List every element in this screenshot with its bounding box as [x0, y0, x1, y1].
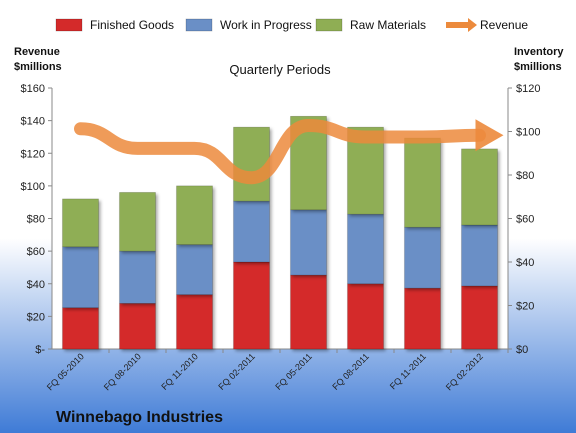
bar-raw-materials: [119, 192, 156, 252]
chart-subtitle: Quarterly Periods: [229, 62, 331, 77]
right-tick-label: $40: [516, 257, 534, 269]
bar-work-in-progress: [62, 246, 99, 308]
bar-raw-materials: [176, 185, 213, 245]
right-axis-title-line1: Inventory: [514, 46, 564, 58]
bar-work-in-progress: [290, 209, 327, 276]
legend-swatch: [55, 18, 83, 32]
bar-finished-goods: [233, 261, 270, 350]
left-tick-label: $140: [21, 116, 45, 128]
left-tick-label: $-: [35, 344, 45, 356]
bar-work-in-progress: [233, 200, 270, 263]
right-tick-label: $80: [516, 170, 534, 182]
company-name: Winnebago Industries: [56, 409, 223, 426]
plot-area: $- $20 $40 $60 $80 $100 $120 $140 $160 $0 $20 $40 $6…: [21, 83, 541, 392]
bar-finished-goods: [461, 285, 498, 350]
bar-finished-goods: [290, 274, 327, 350]
right-tick-label: $120: [516, 83, 540, 95]
right-tick-label: $0: [516, 344, 528, 356]
legend: Finished Goods Work in Progress Raw Materi…: [55, 18, 528, 32]
bar-finished-goods: [119, 303, 156, 350]
bar-work-in-progress: [404, 226, 441, 289]
bar-finished-goods: [176, 294, 213, 350]
bar-finished-goods: [404, 287, 441, 350]
legend-swatch: [185, 18, 213, 32]
legend-label: Raw Materials: [350, 18, 426, 32]
bar-work-in-progress: [347, 213, 384, 285]
right-tick-label: $100: [516, 127, 540, 139]
bar-raw-materials: [404, 137, 441, 228]
bar-work-in-progress: [176, 244, 213, 295]
right-tick-label: $60: [516, 214, 534, 226]
right-tick-label: $20: [516, 301, 534, 313]
bar-raw-materials: [461, 148, 498, 226]
left-tick-label: $80: [27, 214, 45, 226]
left-tick-label: $20: [27, 311, 45, 323]
left-tick-label: $40: [27, 279, 45, 291]
left-axis-title-line1: Revenue: [14, 46, 60, 58]
bar-work-in-progress: [119, 250, 156, 304]
left-tick-label: $160: [21, 83, 45, 95]
legend-label: Finished Goods: [90, 18, 174, 32]
legend-label: Revenue: [480, 18, 528, 32]
legend-arrow: [468, 18, 477, 32]
right-axis-title-line2: $millions: [514, 61, 562, 73]
bar-raw-materials: [62, 198, 99, 248]
bar-finished-goods: [62, 307, 99, 350]
revenue-arrowhead: [475, 119, 504, 152]
revenue-line: [74, 119, 486, 185]
left-tick-label: $100: [21, 181, 45, 193]
bar-work-in-progress: [461, 224, 498, 287]
left-tick-label: $60: [27, 246, 45, 258]
left-axis-title-line2: $millions: [14, 61, 62, 73]
legend-label: Work in Progress: [220, 18, 312, 32]
bar-finished-goods: [347, 283, 384, 350]
legend-swatch: [315, 18, 343, 32]
bar-raw-materials: [233, 126, 270, 202]
left-tick-label: $120: [21, 148, 45, 160]
